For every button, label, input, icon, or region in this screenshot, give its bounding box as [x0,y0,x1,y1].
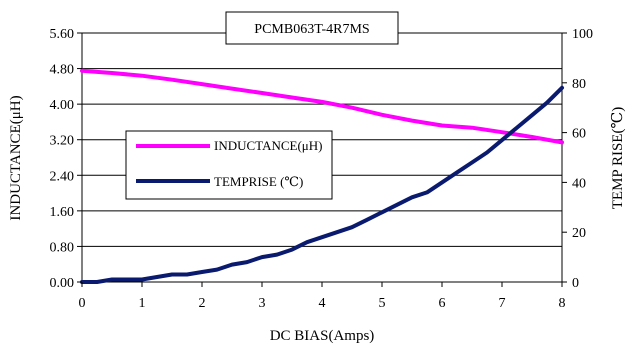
x-tick-label: 7 [499,296,506,311]
series-lines [80,68,564,284]
x-tick-label: 3 [259,296,266,311]
legend-box [125,130,333,200]
x-tick-label: 4 [319,296,326,311]
y-right-tick-label: 60 [572,127,586,142]
y-axis-left-title: INDUCTANCE(μH) [8,95,24,220]
y-axis-right-title: TEMP RISE(℃) [610,107,626,209]
x-tick-label: 2 [199,296,206,311]
y-right-tick-label: 20 [572,226,586,241]
series-line-temprise [80,85,564,284]
x-tick-label: 6 [439,296,446,311]
x-tick-label: 0 [79,296,86,311]
y-left-tick-label: 5.60 [50,27,75,42]
chart-title: PCMB063T-4R7MS [254,22,369,37]
y-left-tick-label: 1.60 [50,205,75,220]
tick-labels: 0.000.801.602.403.204.004.805.6002040608… [50,27,594,311]
legend-label-temprise: TEMPRISE (℃) [214,174,303,189]
y-right-tick-label: 0 [572,276,579,291]
x-tick-label: 5 [379,296,386,311]
y-right-tick-label: 40 [572,176,586,191]
y-left-tick-label: 0.00 [50,276,75,291]
y-left-tick-label: 3.20 [50,134,75,149]
y-left-tick-label: 0.80 [50,240,75,255]
legend: INDUCTANCE(μH) TEMPRISE (℃) [125,130,333,200]
legend-label-inductance: INDUCTANCE(μH) [214,138,322,153]
x-axis-title: DC BIAS(Amps) [270,328,375,344]
series-line-inductance [80,68,564,145]
y-left-tick-label: 4.80 [50,63,75,78]
x-tick-label: 8 [559,296,566,311]
y-left-tick-label: 4.00 [50,98,75,113]
y-left-tick-label: 2.40 [50,169,75,184]
title-box [225,11,399,45]
axis-ticks [77,32,567,287]
x-tick-label: 1 [139,296,146,311]
y-right-tick-label: 100 [572,27,593,42]
y-right-tick-label: 80 [572,77,586,92]
